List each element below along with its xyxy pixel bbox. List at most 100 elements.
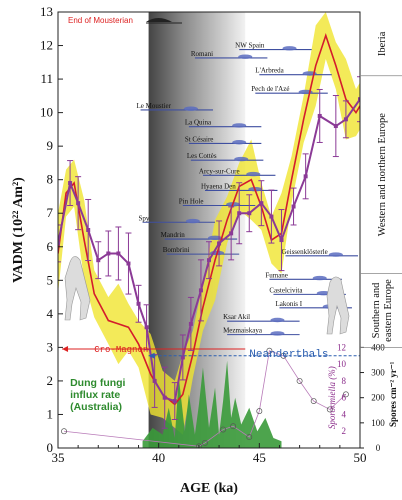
- vadm-point: [96, 258, 101, 263]
- sporormiella-point: [342, 391, 349, 398]
- spores-tick-label: 0: [376, 443, 381, 453]
- annotations: End of Mousterian Cro-Magnon Neanderthals D…: [62, 16, 360, 413]
- site-age-distribution: [185, 218, 200, 224]
- confidence-band: [58, 12, 360, 435]
- vadm-point: [152, 378, 157, 383]
- sporormiella-tick-label: 10: [337, 359, 347, 369]
- vadm-point: [259, 201, 264, 206]
- site-label: Lakonis I: [275, 300, 302, 308]
- site-age-distribution: [208, 235, 223, 241]
- sporormiella-point: [220, 426, 227, 433]
- red-model-line: [58, 32, 360, 406]
- y-tick-label: 3: [47, 339, 54, 354]
- vadm-point: [144, 325, 149, 330]
- sporormiella-tick-label: 6: [342, 393, 347, 403]
- spores-tick-label: 100: [371, 418, 385, 428]
- site-label: Ksar Akil: [223, 313, 250, 321]
- site-label: Les Cottès: [187, 152, 217, 160]
- sporormiella-point: [195, 443, 202, 448]
- vadm-point: [229, 231, 234, 236]
- cro-magnon-figure: [64, 256, 91, 321]
- site-label: NW Spain: [235, 42, 265, 50]
- sporormiella-point: [326, 406, 333, 413]
- vadm-point: [217, 241, 222, 246]
- vadm-point: [68, 181, 73, 186]
- site-label: Hyaena Den: [201, 182, 236, 190]
- site-label: La Quina: [185, 119, 212, 127]
- site-age-distribution: [183, 106, 198, 111]
- sporormiella-point: [296, 377, 303, 384]
- site-age-distribution: [328, 252, 343, 257]
- vadm-point: [358, 97, 360, 102]
- y-tick-label: 13: [40, 4, 53, 19]
- y-tick-label: 0: [47, 440, 54, 455]
- site-label: Spy: [139, 214, 150, 222]
- series-lines: [58, 32, 360, 448]
- x-axis-title: AGE (ka): [180, 481, 238, 496]
- vadm-point: [86, 228, 91, 232]
- y-tick-label: 11: [40, 71, 53, 86]
- neanderthal-figure: [326, 276, 350, 335]
- end-mousterian-peak: [146, 18, 172, 22]
- y-tick-label: 9: [47, 138, 54, 153]
- sporormiella-point: [61, 428, 67, 435]
- vadm-point: [279, 238, 284, 243]
- vadm-point: [247, 211, 252, 216]
- spores-tick-label: 300: [371, 368, 385, 378]
- vadm-point: [207, 258, 211, 263]
- y-axis-title: VADM (10²² Am²): [11, 177, 26, 283]
- vadm-point: [76, 201, 81, 206]
- vadm-point: [162, 395, 167, 400]
- vadm-point: [303, 174, 308, 179]
- neanderthals-arrowhead: [148, 352, 155, 359]
- site-label: Castelcivita: [269, 286, 303, 294]
- sporormiella-point: [202, 440, 208, 446]
- site-label: Fumane: [265, 271, 288, 279]
- site-age-distribution: [238, 54, 253, 59]
- dung-fungi-area: [142, 360, 282, 448]
- y-tick-label: 7: [47, 205, 54, 220]
- site-label: Mezmaiskaya: [223, 327, 263, 335]
- site-age-distribution: [270, 317, 285, 323]
- dung-fungi-area: [142, 360, 282, 448]
- vadm-point: [291, 204, 296, 209]
- x-tick-label: 40: [152, 450, 165, 465]
- vadm-point: [106, 251, 111, 256]
- neanderthals-label: Neanderthals: [249, 349, 328, 361]
- site-label: Bombrini: [163, 246, 190, 254]
- site-age-distribution: [246, 171, 261, 177]
- dung-fungi-label: influx rate: [70, 389, 120, 401]
- plot-frame: [57, 11, 361, 449]
- y-tick-label: 12: [40, 38, 53, 53]
- site-label: St Césaire: [185, 135, 214, 143]
- sporormiella-axis-title: Sporormiella (%): [327, 366, 337, 429]
- region-label: eastern Europe: [383, 279, 394, 342]
- sporormiella-tick-label: 2: [342, 426, 347, 436]
- y-tick-label: 8: [47, 172, 54, 187]
- spores-axis-title: Spores cm⁻² yr⁻¹: [388, 361, 398, 427]
- site-label: Romani: [191, 50, 213, 58]
- cro-magnon-label: Cro-Magnon: [94, 345, 148, 355]
- vadm-point: [136, 301, 141, 306]
- region-label: Western and northern Europe: [377, 113, 388, 236]
- sporormiella-point: [310, 398, 317, 404]
- spores-tick-label: 200: [371, 393, 385, 403]
- y-tick-label: 4: [47, 306, 54, 321]
- site-age-distribution: [234, 156, 249, 162]
- vadm-point: [180, 355, 185, 360]
- site-label: L'Arbreda: [255, 67, 284, 75]
- site-label: Arcy-sur-Cure: [199, 167, 240, 175]
- confidence-bands: [58, 12, 360, 435]
- dung-fungi-label: Dung fungi: [70, 377, 125, 389]
- vadm-point: [116, 251, 121, 256]
- site-age-distribution: [312, 275, 327, 281]
- vadm-point: [126, 261, 131, 266]
- site-age-ranges: NW Spain Romani L'Arbreda Pech de l'Azé Le M…: [137, 42, 358, 336]
- sporormiella-tick-label: 12: [337, 342, 346, 352]
- cro-magnon-arrowhead: [62, 346, 69, 353]
- vadm-point: [58, 241, 60, 246]
- x-tick-label: 35: [52, 450, 65, 465]
- site-age-distribution: [232, 123, 247, 128]
- site-label: Geissenklösterle: [281, 248, 327, 256]
